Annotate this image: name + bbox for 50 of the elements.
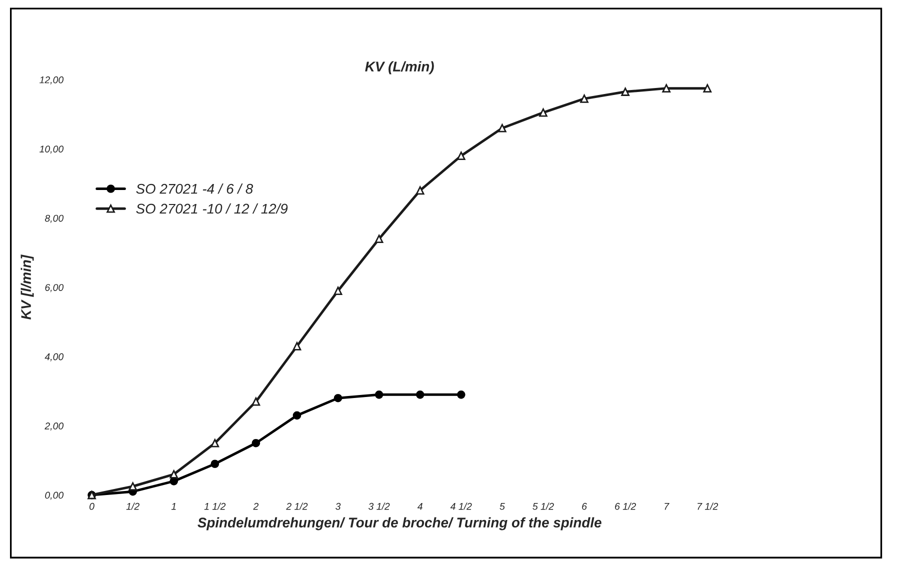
y-axis-title: KV [l/min]	[20, 254, 34, 320]
legend-label: SO 27021 -4 / 6 / 8	[136, 184, 254, 194]
point	[374, 390, 384, 399]
x-tick-label: 6	[582, 502, 587, 510]
point	[703, 84, 712, 92]
legend-label: SO 27021 -10 / 12 / 12/9	[136, 203, 288, 214]
point	[252, 397, 260, 406]
point	[292, 411, 302, 420]
x-tick-label: 2 1/2	[286, 502, 308, 510]
x-tick-label: 5	[500, 503, 505, 510]
y-tick-label: 0,00	[45, 492, 64, 500]
point	[416, 186, 424, 195]
point	[621, 88, 630, 96]
x-tick-label: 1 1/2	[204, 502, 226, 510]
x-tick-label: 4 1/2	[450, 502, 472, 510]
point	[539, 108, 548, 117]
point	[456, 390, 466, 399]
point	[210, 460, 220, 468]
point	[128, 482, 137, 491]
y-tick-label: 12,00	[40, 76, 64, 84]
point	[210, 438, 220, 448]
point	[292, 342, 302, 350]
x-tick-label: 7 1/2	[698, 502, 718, 510]
x-tick-label: 2	[253, 502, 259, 510]
x-tick-label: 4	[417, 503, 422, 510]
x-tick-label: 3 1/2	[368, 502, 390, 510]
x-tick-label: 1	[171, 503, 176, 510]
x-tick-label: 3	[336, 502, 341, 510]
point	[580, 94, 588, 103]
point	[374, 234, 384, 244]
point	[334, 286, 342, 295]
y-tick-label: 8,00	[44, 214, 64, 223]
y-tick-label: 4,00	[44, 353, 64, 362]
x-axis-title: Spindelumdrehungen/ Tour de broche/ Turning of the spindle	[198, 517, 602, 530]
x-tick-label: 1/2	[126, 502, 140, 510]
point	[334, 394, 342, 402]
x-tick-label: 7	[664, 503, 670, 510]
point	[252, 438, 260, 448]
x-tick-label: 5 1/2	[532, 502, 554, 510]
chart-title: KV (L/min)	[365, 61, 434, 74]
y-tick-label: 2,00	[44, 422, 64, 431]
point	[456, 152, 466, 160]
x-tick-label: 6 1/2	[615, 502, 636, 510]
point	[170, 470, 178, 478]
y-tick-label: 6,00	[45, 284, 64, 292]
point	[416, 390, 424, 399]
y-tick-label: 10,00	[40, 146, 64, 154]
x-tick-label: 0	[90, 502, 94, 510]
point	[662, 84, 671, 92]
point	[498, 124, 506, 132]
